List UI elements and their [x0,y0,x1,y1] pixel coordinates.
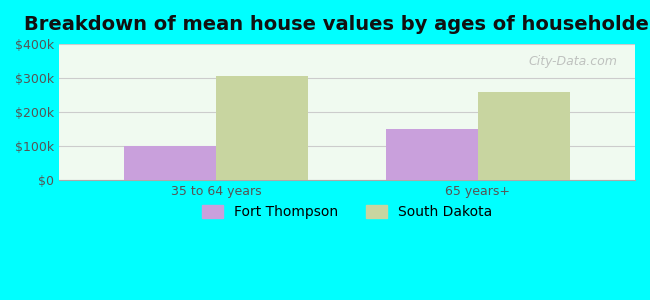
Bar [386,129,478,180]
Legend: Fort Thompson, South Dakota: Fort Thompson, South Dakota [196,200,497,225]
Text: City-Data.com: City-Data.com [529,55,617,68]
Bar [216,76,307,180]
Title: Breakdown of mean house values by ages of householders: Breakdown of mean house values by ages o… [24,15,650,34]
Bar [124,146,216,180]
Bar [478,92,569,180]
